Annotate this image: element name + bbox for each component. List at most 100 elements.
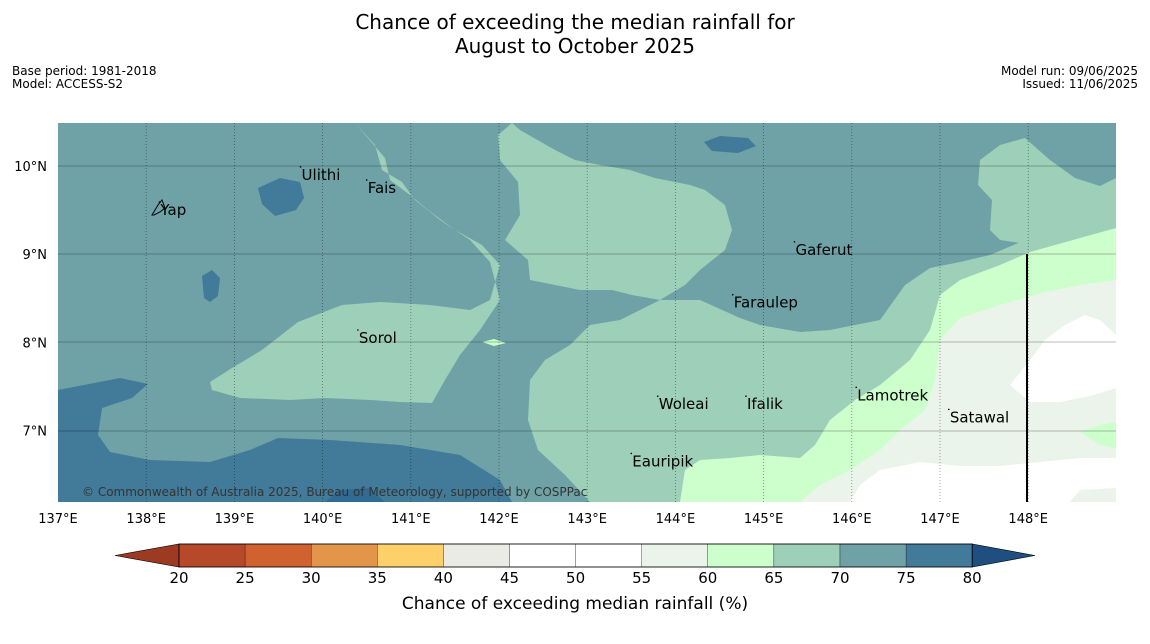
place-dot — [158, 201, 161, 203]
colorbar-segment — [773, 543, 841, 568]
place-satawal: Satawal — [948, 408, 1009, 426]
colorbar-segment — [377, 543, 444, 568]
meta-right: Model run: 09/06/2025 Issued: 11/06/2025 — [1001, 65, 1138, 91]
colorbar-tick-label: 75 — [897, 569, 916, 587]
colorbar-tick-label: 25 — [236, 569, 255, 587]
colorbar-tick-label: 65 — [764, 569, 783, 587]
place-dot — [630, 452, 633, 455]
place-woleai: Woleai — [656, 395, 709, 413]
place-ulithi: Ulithi — [299, 166, 341, 184]
place-dot — [745, 395, 747, 397]
lat-tick-label: 10°N — [14, 160, 47, 175]
model-name: Model: ACCESS-S2 — [12, 77, 124, 91]
lon-tick-label: 141°E — [391, 512, 431, 527]
region-75-80-north — [704, 136, 756, 153]
region-75-80-southwest — [58, 378, 512, 502]
place-label: Sorol — [359, 329, 397, 347]
place-label: Gaferut — [795, 241, 852, 259]
place-dot — [656, 395, 659, 397]
map-field — [58, 123, 1116, 502]
lon-tick-label: 147°E — [920, 512, 960, 527]
lon-tick-label: 139°E — [215, 512, 255, 527]
lon-tick-label: 142°E — [479, 512, 519, 527]
colorbar-tick-label: 20 — [169, 569, 188, 587]
colorbar-segment — [311, 543, 378, 568]
place-fais: Fais — [365, 179, 396, 197]
place-label: Satawal — [950, 408, 1009, 426]
place-label: Yap — [159, 201, 186, 219]
place-yap: Yap — [158, 201, 186, 219]
lon-axis: 137°E 138°E 139°E 140°E 141°E 142°E 143°E 144°E… — [38, 512, 1048, 527]
place-label: Woleai — [659, 395, 709, 413]
place-eauripik: Eauripik — [630, 452, 693, 470]
place-label: Faraulep — [734, 294, 798, 312]
place-label: Ifalik — [747, 395, 783, 413]
colorbar-segment — [707, 543, 775, 568]
colorbar-tick-label: 55 — [632, 569, 651, 587]
place-label: Eauripik — [632, 452, 693, 470]
region-65-70-northeast — [978, 138, 1116, 246]
region-60-65-east — [1080, 422, 1116, 448]
colorbar-tick-label: 30 — [302, 569, 321, 587]
place-dot — [357, 329, 359, 331]
place-dot — [365, 179, 368, 181]
colorbar-segment — [509, 543, 576, 568]
colorbar-segment — [178, 543, 246, 568]
colorbar: 20 25 30 35 40 45 50 55 60 65 70 75 80 — [114, 543, 1036, 587]
lat-tick-label: 8°N — [23, 336, 48, 351]
lon-tick-label: 146°E — [832, 512, 872, 527]
region-55-60 — [800, 280, 1116, 502]
colorbar-tick-label: 70 — [830, 569, 849, 587]
region-45-55-east — [1010, 315, 1116, 402]
place-dot — [948, 408, 950, 411]
colorbar-tick-label: 60 — [698, 569, 717, 587]
model-run: Model run: 09/06/2025 — [1000, 64, 1138, 78]
colorbar-under — [114, 543, 180, 568]
base-period: Base period: 1981-2018 — [12, 64, 157, 78]
lat-tick-label: 7°N — [23, 425, 48, 440]
lon-tick-label: 143°E — [567, 512, 607, 527]
colorbar-over — [971, 543, 1036, 568]
colorbar-segment — [641, 543, 708, 568]
place-gaferut: Gaferut — [793, 240, 852, 259]
place-label: Ulithi — [302, 166, 341, 184]
colorbar-tick-label: 35 — [368, 569, 387, 587]
title-line-1: Chance of exceeding the median rainfall … — [355, 10, 795, 34]
colorbar-tick-label: 40 — [434, 569, 453, 587]
colorbar-segment — [839, 543, 907, 568]
issued-date: Issued: 11/06/2025 — [1022, 77, 1138, 91]
place-labels: Ulithi Fais Yap Gaferut Faraulep Sorol Lamotre… — [158, 166, 1009, 470]
place-faraulep: Faraulep — [731, 293, 798, 312]
place-dot — [731, 293, 734, 296]
place-label: Lamotrek — [857, 386, 928, 404]
region-75-80-yap — [258, 178, 304, 216]
region-80-south — [325, 488, 385, 502]
colorbar-tick-label: 80 — [963, 569, 982, 587]
region-45-55-southeast — [850, 458, 1116, 502]
place-dot — [793, 240, 796, 243]
yap-island — [151, 199, 166, 216]
title-line-2: August to October 2025 — [454, 34, 696, 58]
lat-tick-label: 9°N — [23, 248, 48, 263]
region-75-80-islet — [202, 270, 220, 302]
lon-tick-label: 138°E — [126, 512, 166, 527]
colorbar-tick-label: 50 — [566, 569, 585, 587]
colorbar-segment — [575, 543, 642, 568]
lon-tick-label: 145°E — [744, 512, 784, 527]
place-dot — [855, 386, 858, 389]
lon-tick-label: 137°E — [38, 512, 78, 527]
place-ifalik: Ifalik — [745, 395, 783, 413]
copyright-text: © Commonwealth of Australia 2025, Bureau… — [82, 485, 587, 499]
lon-tick-label: 140°E — [303, 512, 343, 527]
colorbar-segment — [443, 543, 510, 568]
lat-axis: 10°N 9°N 8°N 7°N — [14, 160, 47, 440]
region-60-65-speck — [482, 339, 506, 346]
meta-left: Base period: 1981-2018 Model: ACCESS-S2 — [12, 65, 157, 91]
colorbar-segment — [244, 543, 312, 568]
lon-tick-label: 148°E — [1008, 512, 1048, 527]
lon-tick-label: 144°E — [656, 512, 696, 527]
map-title: Chance of exceeding the median rainfall … — [0, 10, 1150, 58]
colorbar-segment — [905, 543, 973, 568]
region-65-70-central — [210, 123, 732, 403]
